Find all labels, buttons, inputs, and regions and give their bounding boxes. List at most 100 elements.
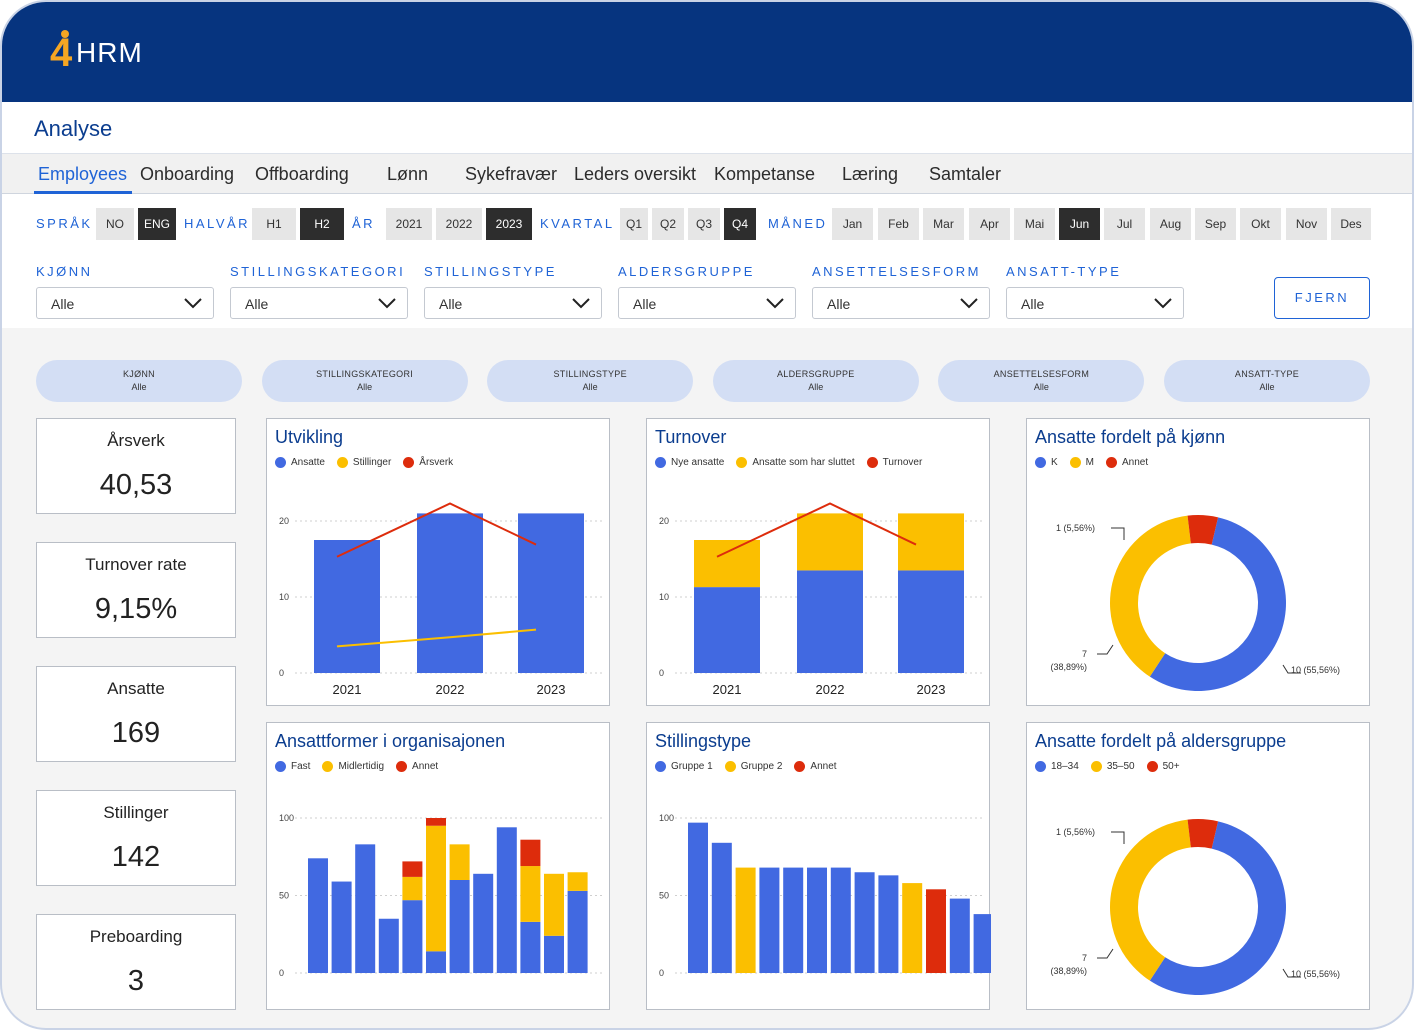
filter-chip-språk-no[interactable]: NO [96,208,134,240]
filter-chip-måned-des[interactable]: Des [1331,208,1371,240]
legend-item-gruppe-1[interactable]: Gruppe 1 [655,761,713,772]
filter-chip-år-2023[interactable]: 2023 [486,208,532,240]
slice-m[interactable] [1110,515,1191,677]
filter-chip-halvår-h2[interactable]: H2 [300,208,344,240]
filter-chip-kvartal-q1[interactable]: Q1 [620,208,648,240]
bar-gruppe-2[interactable] [902,883,923,973]
line-turnover[interactable] [716,502,917,558]
filter-chip-måned-mai[interactable]: Mai [1014,208,1055,240]
bar-ansatte-som-har-sluttet[interactable] [797,513,863,571]
bar-gruppe-1[interactable] [759,867,780,973]
bar-annet[interactable] [926,889,946,973]
bar-fast[interactable] [473,873,494,973]
line-stillinger[interactable] [336,628,537,648]
bar-fast[interactable] [402,900,423,973]
bar-fast[interactable] [331,881,352,973]
bar-fast[interactable] [520,921,541,973]
bar-midlertidig[interactable] [567,872,588,891]
legend-item-18-34[interactable]: 18–34 [1035,761,1079,772]
bar-ansatte[interactable] [314,540,380,673]
bar-midlertidig[interactable] [426,825,446,952]
tab-lønn[interactable]: Lønn [387,164,429,184]
bar-gruppe-1[interactable] [973,914,991,973]
filter-chip-kvartal-q3[interactable]: Q3 [688,208,720,240]
filter-chip-måned-jun[interactable]: Jun [1059,208,1100,240]
bar-annet[interactable] [520,839,541,867]
bar-ansatte[interactable] [417,513,483,673]
bar-midlertidig[interactable] [449,844,470,880]
legend-item-ansatte-som-har-sluttet[interactable]: Ansatte som har sluttet [736,457,855,468]
line-årsverk[interactable] [336,502,537,558]
filter-chip-kvartal-q2[interactable]: Q2 [652,208,684,240]
bar-annet[interactable] [402,861,423,877]
bar-nye-ansatte[interactable] [797,570,863,673]
bar-gruppe-1[interactable] [854,872,875,973]
filter-pill-stillingstype[interactable]: STILLINGSTYPE Alle [487,360,694,402]
slice-annet[interactable] [1187,515,1219,545]
clear-filters-button[interactable]: FJERN [1274,277,1370,319]
filter-chip-måned-aug[interactable]: Aug [1150,208,1191,240]
bar-fast[interactable] [308,858,328,973]
bar-fast[interactable] [378,918,399,973]
dropdown-stillingskategori[interactable]: Alle [230,287,408,319]
tab-læring[interactable]: Læring [842,164,899,184]
bar-fast[interactable] [355,844,376,973]
bar-ansatte[interactable] [518,513,584,673]
filter-chip-måned-apr[interactable]: Apr [969,208,1010,240]
filter-chip-år-2021[interactable]: 2021 [386,208,432,240]
bar-fast[interactable] [426,951,446,973]
bar-gruppe-1[interactable] [711,842,732,973]
bar-ansatte-som-har-sluttet[interactable] [898,513,964,571]
slice-50[interactable] [1187,819,1219,849]
bar-gruppe-1[interactable] [949,898,970,973]
filter-chip-måned-feb[interactable]: Feb [878,208,919,240]
filter-chip-språk-eng[interactable]: ENG [138,208,176,240]
dropdown-kjønn[interactable]: Alle [36,287,214,319]
filter-pill-stillingskategori[interactable]: STILLINGSKATEGORI Alle [261,360,468,402]
slice-k[interactable] [1149,517,1286,691]
bar-gruppe-1[interactable] [688,822,708,973]
filter-chip-halvår-h1[interactable]: H1 [252,208,296,240]
tab-employees[interactable]: Employees [38,164,128,184]
bar-gruppe-1[interactable] [830,867,851,973]
filter-pill-kjønn[interactable]: KJØNN Alle [36,360,242,402]
bar-gruppe-1[interactable] [807,867,827,973]
legend-item-årsverk[interactable]: Årsverk [403,457,453,468]
filter-chip-måned-nov[interactable]: Nov [1286,208,1327,240]
filter-chip-måned-mar[interactable]: Mar [923,208,964,240]
legend-item-m[interactable]: M [1069,457,1094,468]
tab-samtaler[interactable]: Samtaler [929,164,1002,184]
tab-onboarding[interactable]: Onboarding [140,164,235,184]
tab-kompetanse[interactable]: Kompetanse [714,164,816,184]
legend-item-midlertidig[interactable]: Midlertidig [322,761,384,772]
filter-chip-måned-sep[interactable]: Sep [1195,208,1236,240]
bar-gruppe-1[interactable] [783,867,804,973]
filter-pill-ansettelsesform[interactable]: ANSETTELSESFORM Alle [938,360,1145,402]
bar-midlertidig[interactable] [402,876,423,901]
filter-pill-ansatt-type[interactable]: ANSATT-TYPE Alle [1164,360,1370,402]
tab-offboarding[interactable]: Offboarding [255,164,349,184]
dropdown-stillingstype[interactable]: Alle [424,287,602,319]
bar-midlertidig[interactable] [544,873,564,936]
filter-chip-kvartal-q4[interactable]: Q4 [724,208,756,240]
legend-item-turnover[interactable]: Turnover [866,457,922,468]
filter-pill-aldersgruppe[interactable]: ALDERSGRUPPE Alle [712,360,919,402]
slice-35-50[interactable] [1110,819,1191,981]
bar-ansatte-som-har-sluttet[interactable] [694,540,760,588]
tab-leders-oversikt[interactable]: Leders oversikt [574,164,697,184]
bar-gruppe-2[interactable] [735,867,756,973]
bar-fast[interactable] [567,890,588,973]
legend-item-stillinger[interactable]: Stillinger [336,457,391,468]
legend-item-35-50[interactable]: 35–50 [1090,761,1135,772]
dropdown-ansatt-type[interactable]: Alle [1006,287,1184,319]
legend-item-annet[interactable]: Annet [1106,457,1148,468]
dropdown-ansettelsesform[interactable]: Alle [812,287,990,319]
logo[interactable]: 4 HRM [50,30,143,76]
filter-chip-måned-okt[interactable]: Okt [1240,208,1281,240]
bar-annet[interactable] [426,818,446,826]
legend-item-50[interactable]: 50+ [1146,761,1180,772]
slice-18-34[interactable] [1149,821,1286,995]
legend-item-k[interactable]: K [1035,457,1058,468]
legend-item-ansatte[interactable]: Ansatte [275,457,325,468]
bar-nye-ansatte[interactable] [694,587,760,673]
